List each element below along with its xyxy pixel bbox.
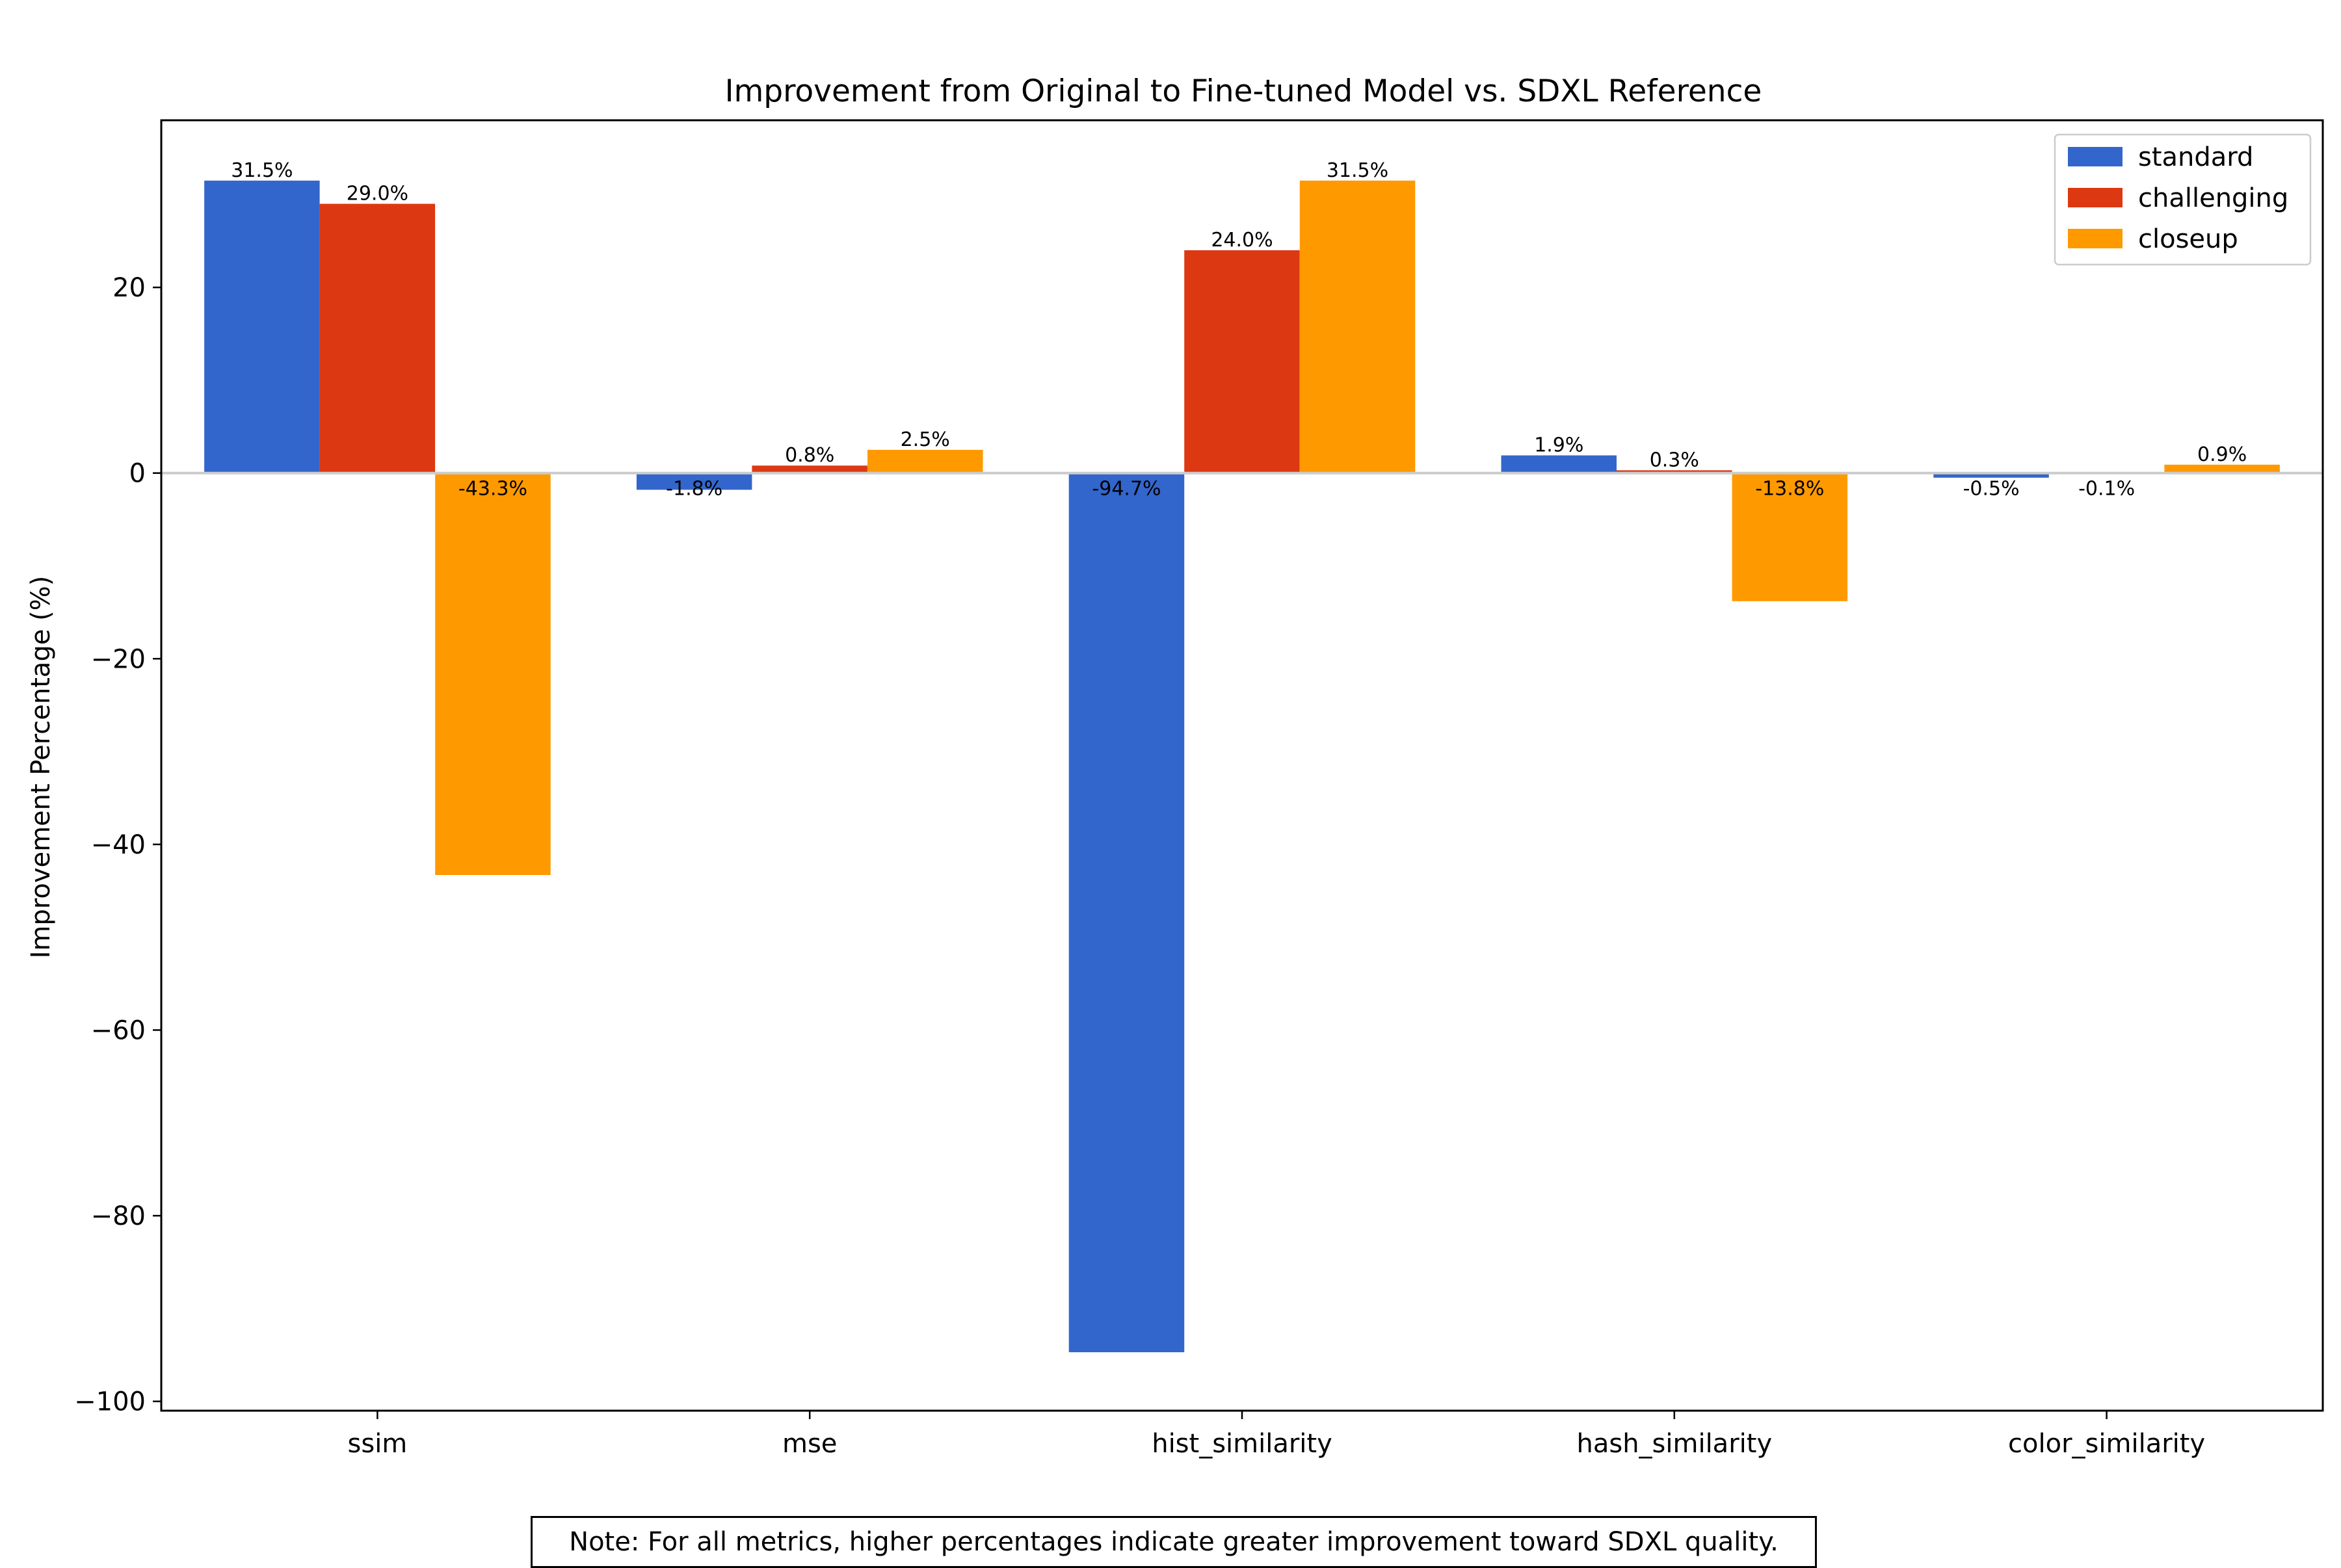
y-tick-label: −100 [74,1387,146,1417]
bar-standard-hash_similarity [1501,455,1617,473]
y-tick-label: 20 [112,273,146,303]
data-label-standard-color_similarity: -0.5% [1963,478,2020,501]
note-text: Note: For all metrics, higher percentage… [569,1527,1779,1557]
bar-standard-color_similarity [1933,473,2049,478]
bar-closeup-color_similarity [2164,464,2280,473]
data-label-standard-hist_similarity: -94.7% [1092,478,1161,501]
data-label-challenging-hist_similarity: 24.0% [1211,229,1273,252]
y-axis-label: Improvement Percentage (%) [26,576,56,959]
data-label-standard-hash_similarity: 1.9% [1534,434,1583,457]
x-tick-label: mse [782,1429,837,1459]
data-label-closeup-mse: 2.5% [901,428,950,451]
y-tick-label: −40 [91,830,146,860]
legend-label-closeup: closeup [2138,224,2238,254]
data-label-closeup-ssim: -43.3% [458,478,527,501]
bar-closeup-hash_similarity [1732,473,1848,601]
legend-label-challenging: challenging [2138,183,2288,213]
bar-closeup-hist_similarity [1299,180,1416,473]
bar-challenging-mse [752,465,867,473]
data-label-closeup-color_similarity: 0.9% [2197,443,2247,466]
bar-standard-hist_similarity [1068,473,1185,1353]
bar-challenging-hist_similarity [1184,250,1300,473]
data-label-challenging-color_similarity: -0.1% [2078,478,2135,501]
bar-closeup-mse [867,450,983,473]
x-tick-label: ssim [348,1429,408,1459]
note-box: Note: For all metrics, higher percentage… [531,1516,1817,1568]
y-tick-label: −20 [91,644,146,674]
x-tick-label: hash_similarity [1576,1429,1772,1459]
y-tick-label: 0 [129,459,146,489]
data-label-closeup-hist_similarity: 31.5% [1327,159,1388,182]
data-label-challenging-ssim: 29.0% [347,183,408,205]
x-tick-label: color_similarity [2008,1429,2205,1459]
bar-closeup-ssim [435,473,551,875]
chart-title: Improvement from Original to Fine-tuned … [725,73,1762,109]
y-tick-label: −60 [91,1016,146,1046]
data-label-challenging-mse: 0.8% [785,444,834,467]
data-label-standard-mse: -1.8% [666,478,722,501]
data-label-standard-ssim: 31.5% [231,159,293,182]
legend-swatch-challenging [2068,188,2123,207]
bars-layer [204,180,2280,1353]
legend-swatch-closeup [2068,229,2123,248]
bar-standard-mse [636,473,752,490]
legend-swatch-standard [2068,147,2123,166]
bar-labels-layer: 31.5% -1.8% -94.7% 1.9% -0.5% 29.0% 0.8% 24.0% 0… [231,159,2247,501]
legend: standard challenging closeup [2054,133,2312,266]
data-label-closeup-hash_similarity: -13.8% [1755,478,1824,501]
x-tick-label: hist_similarity [1152,1429,1332,1459]
bar-challenging-hash_similarity [1617,470,1732,473]
legend-label-standard: standard [2138,142,2253,172]
bar-challenging-ssim [319,203,436,473]
axes-layer: 20 0 −20 −40 −60 −80 −100 ssim mse hist_similarit… [74,119,2324,1459]
data-label-challenging-hash_similarity: 0.3% [1650,449,1699,471]
bar-standard-ssim [204,180,320,473]
y-tick-label: −80 [91,1201,146,1231]
